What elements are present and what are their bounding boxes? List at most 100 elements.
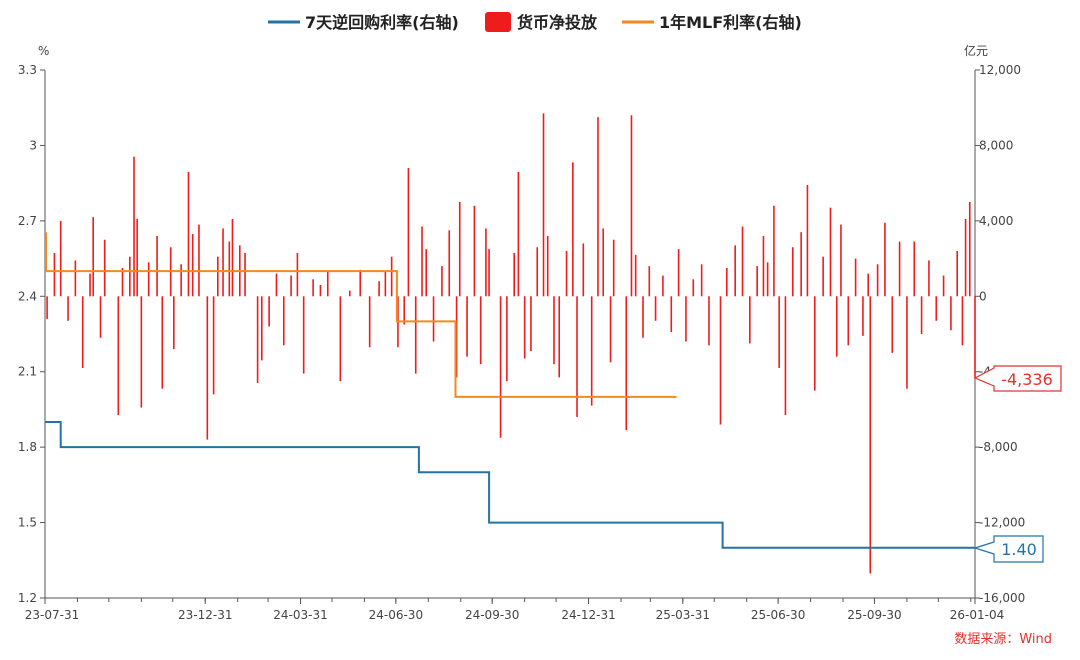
net-injection-bar — [813, 296, 816, 391]
left-axis-unit: % — [38, 44, 49, 58]
net-injection-bar — [773, 205, 775, 297]
net-injection-bar — [455, 296, 458, 378]
net-injection-bar — [597, 117, 599, 297]
net-injection-bar — [576, 296, 578, 417]
right-axis-tick-label: 0 — [979, 289, 987, 303]
net-injection-last-value: -4,336 — [1001, 370, 1053, 389]
net-injection-bar — [913, 241, 916, 297]
net-injection-bar — [956, 251, 958, 297]
net-injection-bar — [147, 262, 150, 297]
right-axis-tick-label: -12,000 — [979, 516, 1025, 530]
net-injection-bar — [473, 205, 476, 297]
legend-label-mlf: 1年MLF利率(右轴) — [659, 13, 802, 32]
net-injection-bar — [876, 264, 879, 297]
net-injection-bar — [260, 296, 263, 361]
left-axis-tick-label: 3.3 — [18, 63, 37, 77]
net-injection-bar — [384, 271, 387, 297]
net-injection-bar — [517, 171, 520, 297]
left-axis-ticks: 1.2 1.5 1.8 2.1 2.4 2.7 3 3.3 — [18, 63, 45, 605]
left-axis-tick-label: 3 — [29, 138, 37, 152]
net-injection-bar — [161, 296, 164, 389]
net-injection-bar — [198, 224, 200, 297]
reverse-repo-last-flag: 1.40 — [973, 535, 1044, 563]
net-injection-bar — [546, 235, 549, 297]
net-injection-bar — [898, 241, 901, 297]
net-injection-bar — [630, 115, 633, 297]
net-injection-bar — [725, 268, 728, 297]
net-injection-bar — [572, 162, 574, 297]
net-injection-bar — [964, 218, 967, 297]
legend-item-reverse-repo[interactable]: 7天逆回购利率(右轴) — [268, 13, 459, 32]
net-injection-bar — [129, 256, 131, 297]
net-injection-bar — [542, 113, 545, 297]
net-injection-bar — [275, 273, 278, 297]
x-axis-tick-label: 24-12-31 — [561, 608, 615, 622]
net-injection-bar — [708, 296, 710, 346]
net-injection-bar — [847, 296, 850, 346]
net-injection-bar — [884, 222, 886, 297]
legend-label-reverse-repo: 7天逆回购利率(右轴) — [305, 13, 459, 32]
net-injection-bar — [928, 260, 930, 297]
net-injection-bar — [282, 296, 285, 346]
legend-label-net-injection: 货币净投放 — [517, 13, 598, 32]
net-injection-bar — [390, 256, 393, 297]
net-injection-last-flag: -4,336 — [973, 365, 1062, 392]
legend: 7天逆回购利率(右轴) 货币净投放 1年MLF利率(右轴) — [268, 12, 802, 32]
net-injection-bar — [609, 296, 612, 363]
legend-item-mlf[interactable]: 1年MLF利率(右轴) — [622, 13, 802, 32]
net-injection-bar — [749, 296, 751, 344]
left-axis-tick-label: 2.1 — [18, 365, 37, 379]
net-injection-bar — [46, 296, 48, 319]
net-injection-bar — [806, 185, 809, 297]
net-injection-bar — [485, 228, 487, 297]
net-injection-bar — [891, 296, 894, 353]
net-injection-bar — [458, 202, 461, 297]
net-injection-bar — [862, 296, 864, 336]
reverse-repo-flag-box — [973, 535, 1044, 563]
right-axis-tick-label: -16,000 — [979, 591, 1025, 605]
net-injection-bar — [488, 249, 490, 297]
net-injection-bar — [407, 168, 410, 297]
net-injection-bar — [173, 296, 175, 350]
legend-swatch-net-injection — [485, 12, 511, 32]
net-injection-bar — [602, 228, 605, 297]
net-injection-bar — [612, 239, 615, 297]
net-injection-bar — [513, 252, 515, 297]
left-axis-tick-label: 1.8 — [18, 440, 37, 454]
net-injection-bar — [590, 296, 593, 406]
net-injection-bar — [92, 217, 94, 297]
net-injection-bar — [625, 296, 628, 431]
net-injection-bar — [67, 296, 69, 321]
net-injection-bar — [268, 296, 270, 327]
legend-item-net-injection[interactable]: 货币净投放 — [485, 12, 598, 32]
net-injection-bar — [212, 296, 215, 395]
net-injection-bar — [906, 296, 908, 389]
x-axis-tick-label: 24-06-30 — [369, 608, 423, 622]
net-injection-bar — [762, 235, 765, 297]
net-injection-bar — [99, 296, 102, 338]
right-axis-tick-label: 12,000 — [979, 63, 1021, 77]
net-injection-bar — [81, 296, 84, 368]
net-injection-bar — [421, 226, 423, 297]
right-axis-unit: 亿元 — [964, 43, 988, 58]
net-injection-bar — [961, 296, 964, 346]
net-injection-bar — [920, 296, 923, 334]
net-injection-bar — [654, 296, 657, 321]
net-injection-bar — [536, 247, 539, 297]
net-injection-bar — [677, 249, 680, 297]
x-axis-tick-label: 25-09-30 — [847, 608, 901, 622]
net-injection-bar — [499, 296, 502, 438]
net-injection-bar — [835, 296, 838, 357]
net-injection-bar — [231, 218, 234, 297]
net-injection-bar — [121, 268, 124, 297]
net-injection-bar — [414, 296, 417, 374]
net-injection-bar — [432, 296, 435, 342]
net-injection-bar — [312, 279, 314, 297]
net-injection-bars — [46, 113, 976, 574]
net-injection-bar — [648, 266, 651, 297]
net-injection-bar — [950, 296, 952, 331]
x-axis-tick-label: 24-03-31 — [273, 608, 327, 622]
net-injection-bar — [187, 171, 190, 297]
net-injection-bar — [634, 254, 637, 297]
